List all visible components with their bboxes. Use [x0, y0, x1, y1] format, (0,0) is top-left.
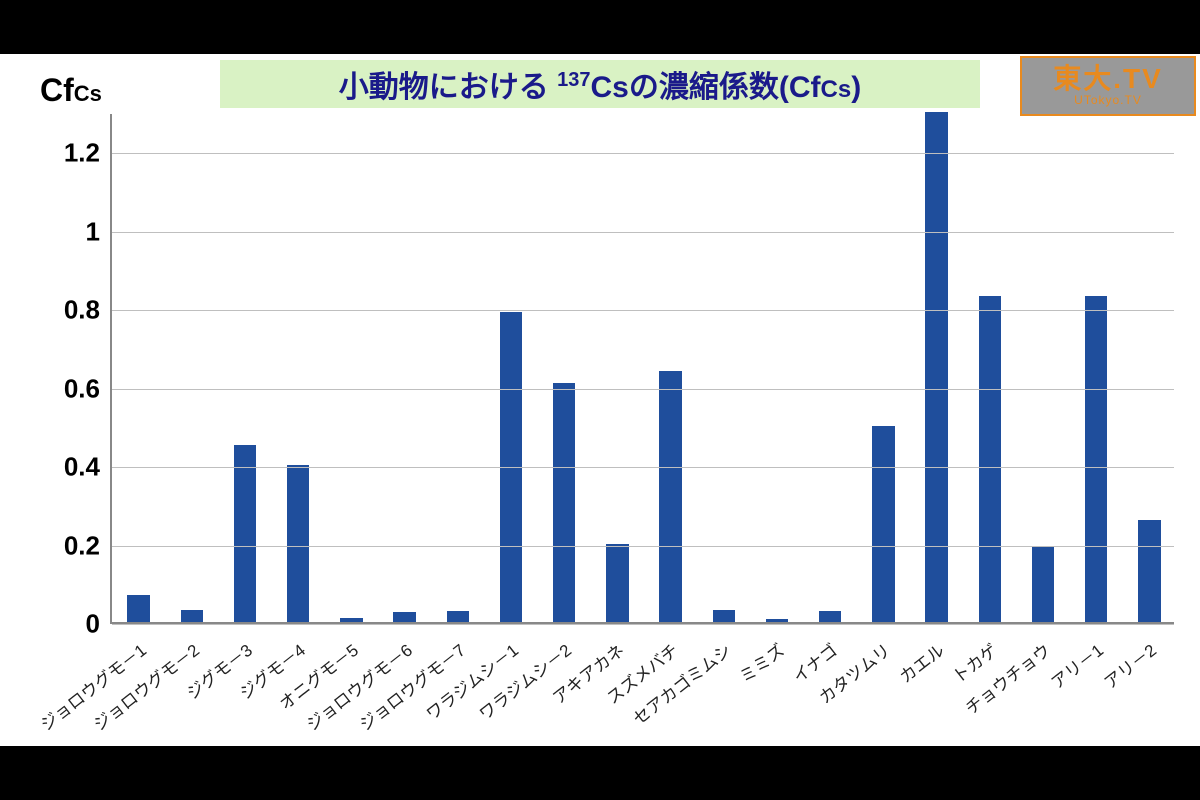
title-bar: 小動物における 137Csの濃縮係数(CfCs): [220, 60, 980, 108]
gridline: [112, 310, 1174, 311]
y-tick-label: 0.6: [42, 373, 112, 404]
bar: [819, 611, 841, 622]
gridline: [112, 389, 1174, 390]
bar: [872, 426, 894, 622]
y-tick-label: 0.8: [42, 295, 112, 326]
y-tick-label: 1.2: [42, 138, 112, 169]
y-tick-label: 0: [42, 609, 112, 640]
y-tick-label: 1: [42, 216, 112, 247]
bar: [447, 611, 469, 622]
bar: [766, 619, 788, 622]
bar: [181, 610, 203, 622]
bar: [979, 296, 1001, 622]
x-tick-label: アリ－1: [1045, 637, 1108, 694]
plot-area: 00.20.40.60.811.2: [110, 114, 1174, 624]
bar: [340, 618, 362, 622]
bar: [1085, 296, 1107, 622]
y-tick-label: 0.4: [42, 452, 112, 483]
gridline: [112, 546, 1174, 547]
slide: 小動物における 137Csの濃縮係数(CfCs) CfCs 00.20.40.6…: [0, 54, 1200, 746]
logo-main-text: 東大.TV: [1053, 65, 1163, 93]
bar: [1032, 547, 1054, 622]
y-axis-label: CfCs: [40, 72, 102, 109]
bar: [234, 445, 256, 622]
bar: [287, 465, 309, 622]
bar: [1138, 520, 1160, 622]
gridline: [112, 467, 1174, 468]
x-tick-label: ミミズ: [733, 637, 789, 688]
bar: [127, 595, 149, 622]
bar: [553, 383, 575, 622]
x-tick-label: カエル: [893, 637, 949, 688]
y-tick-label: 0.2: [42, 530, 112, 561]
gridline: [112, 624, 1174, 625]
gridline: [112, 153, 1174, 154]
utokyo-tv-logo: 東大.TV UTokyo.TV: [1020, 56, 1196, 116]
x-axis-labels: ジョロウグモ－1ジョロウグモ－2ジグモ－3ジグモ－4オニグモ－5ジョロウグモ－6…: [110, 626, 1174, 746]
x-tick-label: アリ－2: [1098, 637, 1161, 694]
bar: [713, 610, 735, 622]
bar: [393, 612, 415, 622]
bar: [659, 371, 681, 622]
logo-sub-text: UTokyo.TV: [1074, 93, 1142, 107]
chart-title: 小動物における 137Csの濃縮係数(CfCs): [339, 62, 861, 106]
bar: [606, 544, 628, 622]
gridline: [112, 232, 1174, 233]
